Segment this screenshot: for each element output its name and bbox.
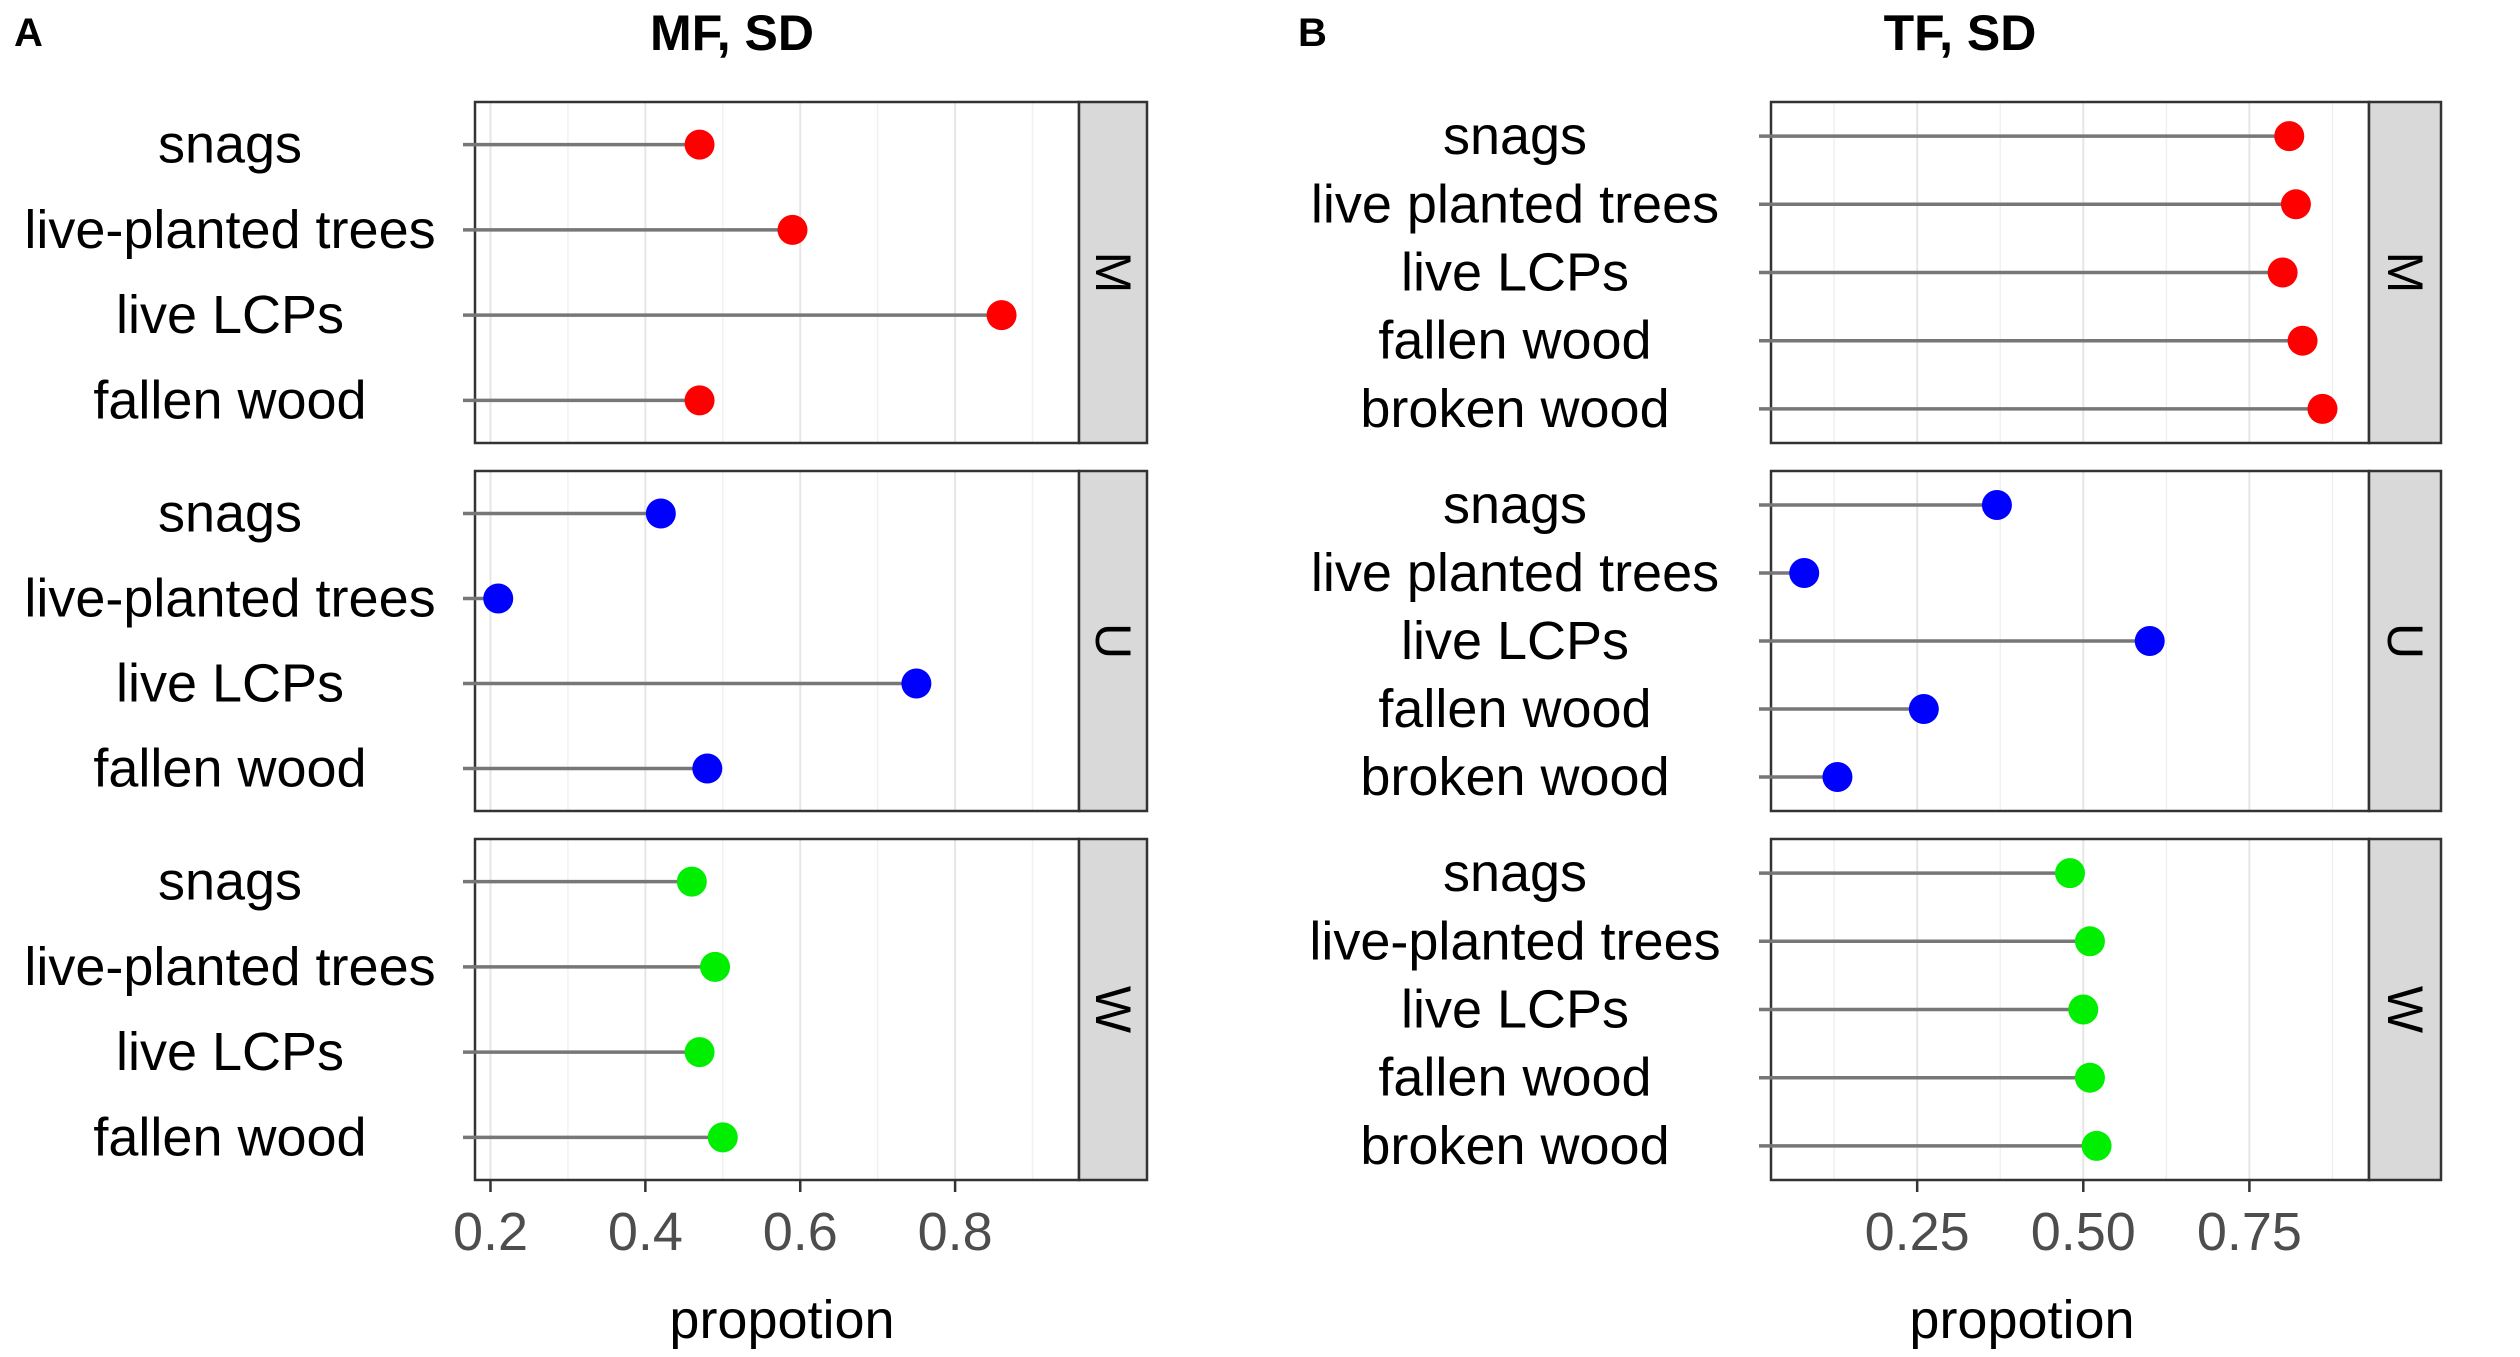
category-label: live-planted trees [24,200,435,260]
category-label: broken wood [1360,747,1669,807]
data-point [2055,858,2085,889]
category-label: live-planted trees [1309,911,1720,971]
data-point [483,583,514,614]
category-label: broken wood [1360,379,1669,439]
data-point [692,753,723,784]
category-label: fallen wood [93,1107,366,1167]
category-label: live LCPs [1401,243,1629,303]
data-point [707,1122,738,1153]
data-point [1981,490,2012,520]
x-tick-label: 0.25 [1865,1202,1970,1262]
data-point [2068,994,2099,1025]
category-label: live-planted trees [24,569,435,629]
category-label: snags [1443,843,1587,903]
facet-panel [475,839,1079,1180]
category-label: fallen wood [1378,1048,1651,1108]
x-tick-label: 0.2 [453,1202,528,1262]
facet-strip-label: M [1085,252,1141,294]
data-point [700,951,731,982]
data-point [2081,1130,2112,1161]
panel-b-letter: B [1298,11,1327,55]
facet-strip-label: W [1085,986,1141,1034]
x-tick-label: 0.6 [763,1202,838,1262]
data-point [684,1037,715,1068]
panel-a-letter: A [14,11,43,55]
x-tick-label: 0.75 [2197,1202,2302,1262]
panel-b-xlabel: propotion [1909,1290,2134,1350]
category-label: live LCPs [1401,980,1629,1040]
data-point [777,214,808,245]
facet-strip [2367,837,2443,1182]
category-label: snags [1443,106,1587,166]
data-point [2134,626,2165,656]
x-tick-label: 0.4 [608,1202,683,1262]
data-point [2074,1062,2105,1093]
facet-strip [2367,100,2443,445]
data-point [2307,393,2338,424]
category-label: live planted trees [1311,543,1719,603]
data-point [2280,189,2311,220]
category-label: live LCPs [116,285,344,345]
category-label: snags [158,852,302,912]
facet-strip-label: M [2377,252,2433,294]
facet-strip-label: W [2377,986,2433,1034]
panel-b-title: TF, SD [1884,5,2037,61]
panel-a-title: MF, SD [650,5,814,61]
category-label: broken wood [1360,1116,1669,1176]
category-label: live LCPs [116,654,344,714]
category-label: fallen wood [93,739,366,799]
data-point [2274,121,2305,152]
category-label: live-planted trees [24,937,435,997]
category-label: live planted trees [1311,174,1719,234]
category-label: fallen wood [93,370,366,430]
data-point [2074,926,2105,957]
data-point [684,129,715,160]
data-point [1822,762,1853,792]
data-point [684,385,715,416]
category-label: snags [1443,475,1587,535]
data-point [1908,694,1939,724]
category-label: live LCPs [1401,611,1629,671]
facet-strip [1077,469,1149,813]
panel-a-xlabel: propotion [669,1290,894,1350]
data-point [986,300,1017,331]
facet-panel [475,102,1079,443]
category-label: live LCPs [116,1022,344,1082]
facet-strip [1077,100,1149,445]
category-label: snags [158,484,302,544]
facet-strip-label: U [2377,623,2433,659]
x-tick-label: 0.50 [2031,1202,2136,1262]
data-point [645,498,676,529]
facet-strip-label: U [1085,623,1141,659]
facet-strip [1077,837,1149,1182]
category-label: snags [158,115,302,175]
x-tick-label: 0.8 [918,1202,993,1262]
facet-panel [475,471,1079,811]
data-point [676,866,707,897]
facet-strip [2367,469,2443,813]
category-label: fallen wood [1378,679,1651,739]
data-point [901,668,932,699]
data-point [2287,325,2318,356]
category-label: fallen wood [1378,311,1651,371]
data-point [1789,558,1820,588]
data-point [2267,257,2298,288]
